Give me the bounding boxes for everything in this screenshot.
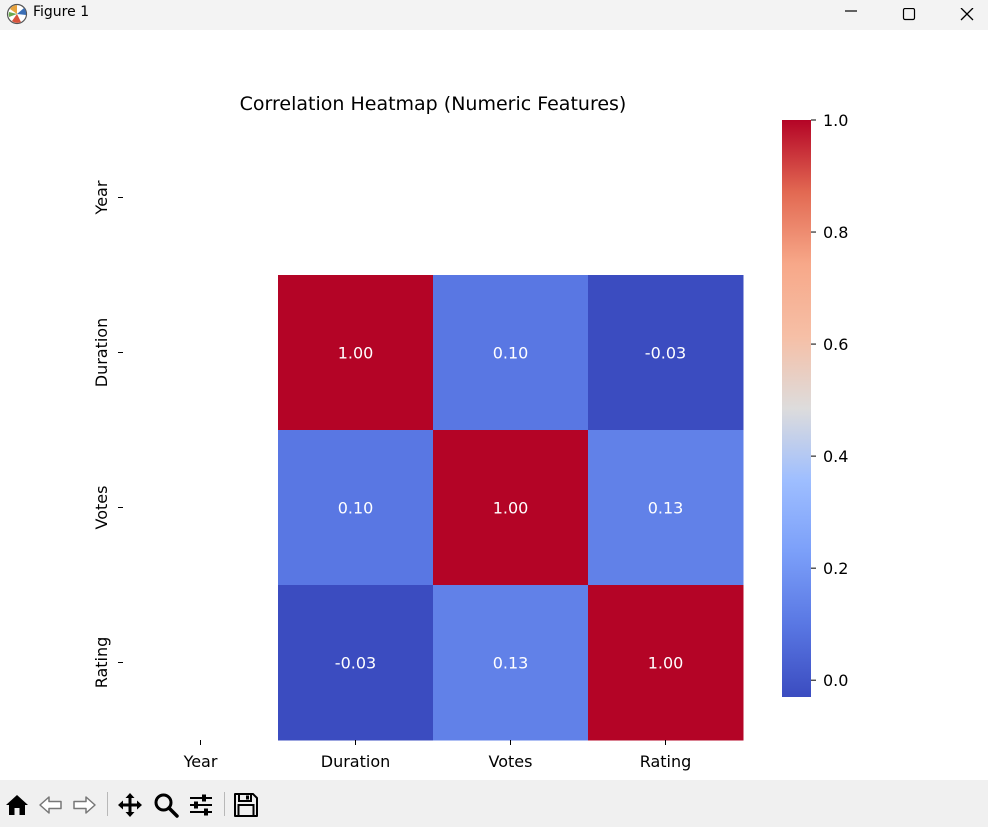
save-icon	[234, 793, 258, 817]
forward-button[interactable]	[69, 790, 99, 820]
home-icon	[6, 795, 28, 815]
colorbar-tick-label: 1.0	[823, 111, 848, 130]
heatmap-cell	[278, 585, 434, 741]
colorbar	[782, 120, 811, 697]
search-icon	[154, 793, 179, 818]
figure-canvas: Correlation Heatmap (Numeric Features) 1…	[0, 30, 988, 780]
colorbar-tick-label: 0.4	[823, 447, 848, 466]
x-tick-label: Rating	[640, 752, 692, 771]
colorbar-tick-label: 0.6	[823, 335, 848, 354]
cell-annotation: 1.00	[493, 499, 529, 518]
back-button[interactable]	[36, 790, 66, 820]
close-icon	[960, 8, 974, 21]
maximize-icon	[902, 8, 916, 21]
window-titlebar: Figure 1	[0, 0, 988, 30]
heatmap-cell	[588, 430, 744, 586]
minimize-button[interactable]	[828, 0, 874, 30]
y-tick-label: Year	[92, 180, 111, 215]
matplotlib-logo-icon	[6, 3, 28, 25]
heatmap-cell	[588, 585, 744, 741]
cell-annotation: -0.03	[335, 654, 376, 673]
colorbar-tick-label: 0.2	[823, 559, 848, 578]
y-tick-label: Rating	[92, 637, 111, 689]
back-arrow-icon	[39, 796, 62, 814]
cell-annotation: -0.03	[645, 344, 686, 363]
cell-annotation: 1.00	[648, 654, 684, 673]
heatmap-cell	[433, 275, 589, 431]
colorbar-tick-label: 0.0	[823, 671, 848, 690]
chart-title: Correlation Heatmap (Numeric Features)	[240, 93, 627, 115]
window-title: Figure 1	[33, 4, 90, 20]
heatmap-cell	[278, 430, 434, 586]
cell-annotation: 0.13	[648, 499, 684, 518]
save-button[interactable]	[231, 790, 261, 820]
close-button[interactable]	[944, 0, 988, 30]
cell-annotation: 0.10	[493, 344, 529, 363]
minimize-icon	[845, 10, 857, 12]
y-tick-label: Votes	[92, 486, 111, 530]
home-button[interactable]	[2, 790, 32, 820]
toolbar-separator	[224, 792, 225, 816]
pan-button[interactable]	[115, 790, 145, 820]
heatmap-cell	[278, 275, 434, 431]
cell-annotation: 0.10	[338, 499, 374, 518]
colorbar-tick-label: 0.8	[823, 223, 848, 242]
maximize-button[interactable]	[886, 0, 932, 30]
zoom-button[interactable]	[151, 790, 181, 820]
x-tick-label: Year	[183, 752, 218, 771]
heatmap-cell	[588, 275, 744, 431]
forward-arrow-icon	[73, 796, 96, 814]
y-tick-label: Duration	[92, 318, 111, 388]
x-tick-label: Votes	[489, 752, 533, 771]
cell-annotation: 0.13	[493, 654, 529, 673]
sliders-icon	[190, 794, 212, 816]
move-icon	[118, 793, 142, 817]
x-tick-label: Duration	[321, 752, 391, 771]
heatmap-cell	[433, 585, 589, 741]
heatmap-cell	[433, 430, 589, 586]
cell-annotation: 1.00	[338, 344, 374, 363]
navigation-toolbar	[0, 780, 988, 827]
heatmap-chart: Correlation Heatmap (Numeric Features) 1…	[92, 93, 848, 771]
toolbar-separator	[107, 792, 108, 816]
configure-subplots-button[interactable]	[186, 790, 216, 820]
